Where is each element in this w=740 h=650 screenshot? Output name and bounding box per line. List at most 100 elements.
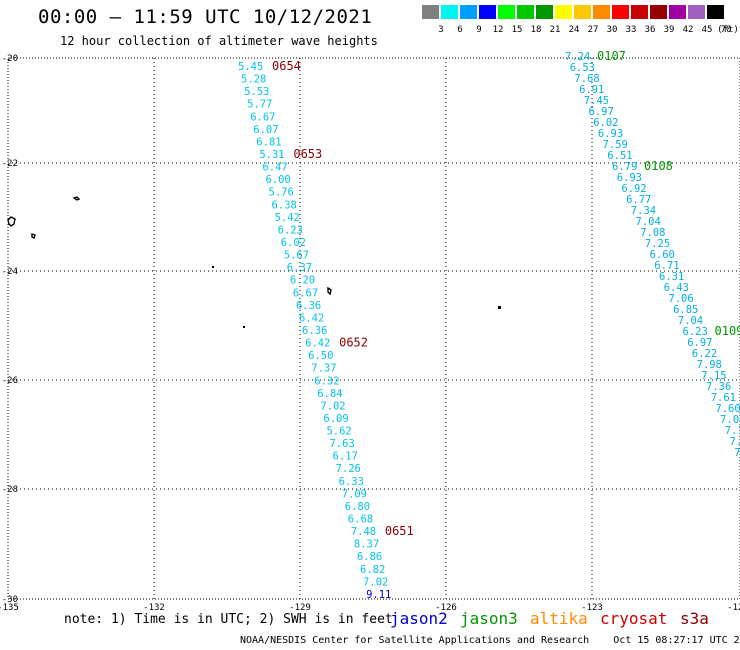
- swh-value: 6.97: [589, 106, 614, 118]
- satellite-name: s3a: [680, 609, 709, 628]
- swh-value: 7.48: [351, 526, 376, 538]
- swh-value: 5.67: [284, 250, 309, 262]
- pass-time-label: 0654: [272, 59, 301, 73]
- pass-time-label: 0109: [715, 324, 740, 338]
- swh-value: 6.71: [654, 260, 679, 272]
- swh-value: 6.92: [621, 183, 646, 195]
- swh-value: 6.23: [683, 326, 708, 338]
- swh-value: 6.84: [317, 388, 342, 400]
- islands: [7, 196, 501, 328]
- swh-value: 5.28: [241, 74, 266, 86]
- swh-value: 6.36: [302, 325, 327, 337]
- lon-label: -129: [289, 603, 311, 610]
- legend-swatch: [441, 5, 458, 19]
- swh-value: 6.00: [265, 174, 290, 186]
- lat-label: -20: [2, 54, 18, 64]
- swh-value: 6.36: [296, 300, 321, 312]
- swh-value: 6.80: [345, 501, 370, 513]
- lat-label: -24: [2, 267, 18, 277]
- swh-value: 7.26: [336, 463, 361, 475]
- satellite-name: jason3: [460, 609, 518, 628]
- legend-swatch: [479, 5, 496, 19]
- legend-label: 45: [701, 25, 713, 35]
- swh-value: 6.02: [593, 117, 618, 129]
- pass-time-label: 0651: [385, 524, 414, 538]
- legend-swatch: [555, 5, 572, 19]
- lon-label: -123: [581, 603, 603, 610]
- swh-value: 6.79: [612, 161, 637, 173]
- lat-label: -26: [2, 376, 18, 386]
- swh-value: 7.04: [636, 216, 661, 228]
- swh-value: 5.45: [238, 61, 263, 73]
- swh-value: 6.42: [299, 312, 324, 324]
- legend-swatch: [422, 5, 439, 19]
- swh-value: 6.67: [250, 111, 275, 123]
- swh-value: 6.42: [305, 338, 330, 350]
- swh-value: 5.77: [247, 99, 272, 111]
- swh-value: 6.02: [281, 237, 306, 249]
- credit-line: NOAA/NESDIS Center for Satellite Applica…: [240, 635, 740, 646]
- island: [31, 233, 36, 239]
- swh-value: 6.68: [348, 514, 373, 526]
- swh-value: 6.32: [314, 375, 339, 387]
- lon-label: -120: [727, 603, 740, 610]
- legend-swatch: [650, 5, 667, 19]
- swh-value: 7.24: [565, 51, 590, 63]
- swh-value: 7.63: [330, 438, 355, 450]
- swh-value: 6.77: [626, 194, 651, 206]
- note-text: note: 1) Time is in UTC; 2) SWH is in fe…: [64, 612, 393, 627]
- jason3-track: 7.246.537.686.917.456.976.026.937.596.51…: [565, 49, 740, 470]
- island: [72, 196, 81, 201]
- swh-value: 6.17: [333, 451, 358, 463]
- satellite-name: cryosat: [600, 609, 668, 628]
- swh-value: 6.60: [650, 249, 675, 261]
- legend-swatch: [612, 5, 629, 19]
- swh-value: 6.86: [357, 551, 382, 563]
- swh-value: 6.51: [607, 150, 632, 162]
- swh-value: 5.42: [275, 212, 300, 224]
- swh-value: 7.02: [320, 400, 345, 412]
- legend-label: 30: [606, 25, 618, 35]
- pass-time-label: 0653: [293, 147, 322, 161]
- legend-swatch: [517, 5, 534, 19]
- island: [7, 216, 16, 227]
- island: [243, 326, 245, 328]
- legend-swatch: [631, 5, 648, 19]
- swh-value: 7.15: [701, 370, 726, 382]
- island: [212, 266, 214, 268]
- legend-swatch: [498, 5, 515, 19]
- swh-value: 7.53: [734, 447, 740, 459]
- legend-label: 42: [682, 25, 694, 35]
- legend-swatch: [593, 5, 610, 19]
- swh-value: 6.07: [253, 124, 278, 136]
- legend-label: 18: [530, 25, 542, 35]
- swh-value: 6.37: [287, 262, 312, 274]
- swh-value: 6.23: [278, 224, 303, 236]
- legend-swatch: [707, 5, 724, 19]
- swh-value: 7.59: [603, 139, 628, 151]
- swh-value: 6.97: [687, 337, 712, 349]
- lon-label: -132: [143, 603, 165, 610]
- swh-value: 7.68: [574, 73, 599, 85]
- swh-value: 6.09: [323, 413, 348, 425]
- satellite-name: altika: [530, 609, 588, 628]
- altimeter-map: -20 -22 -24 -26 -28 -30-135 -132 -129 -126 -123 -1…: [0, 49, 740, 610]
- swh-value: 6.93: [598, 128, 623, 140]
- swh-value: 7.15: [725, 425, 740, 437]
- swh-value: 6.47: [262, 162, 287, 174]
- pass-time-label: 0107: [597, 49, 626, 63]
- pass-time-label: 0652: [339, 336, 368, 350]
- swh-value: 6.20: [290, 275, 315, 287]
- swh-value: 6.50: [308, 350, 333, 362]
- swh-value: 7.04: [678, 315, 703, 327]
- legend-swatch: [688, 5, 705, 19]
- swh-value: 7.06: [668, 293, 693, 305]
- swh-value: 6.33: [339, 476, 364, 488]
- swh-value: 6.67: [293, 287, 318, 299]
- legend-label: 21: [549, 25, 561, 35]
- swh-value: 6.38: [272, 199, 297, 211]
- legend-label: 70: [720, 25, 732, 35]
- swh-value: 6.93: [617, 172, 642, 184]
- swh-value: 7.09: [342, 488, 367, 500]
- swh-value: 7.60: [715, 403, 740, 415]
